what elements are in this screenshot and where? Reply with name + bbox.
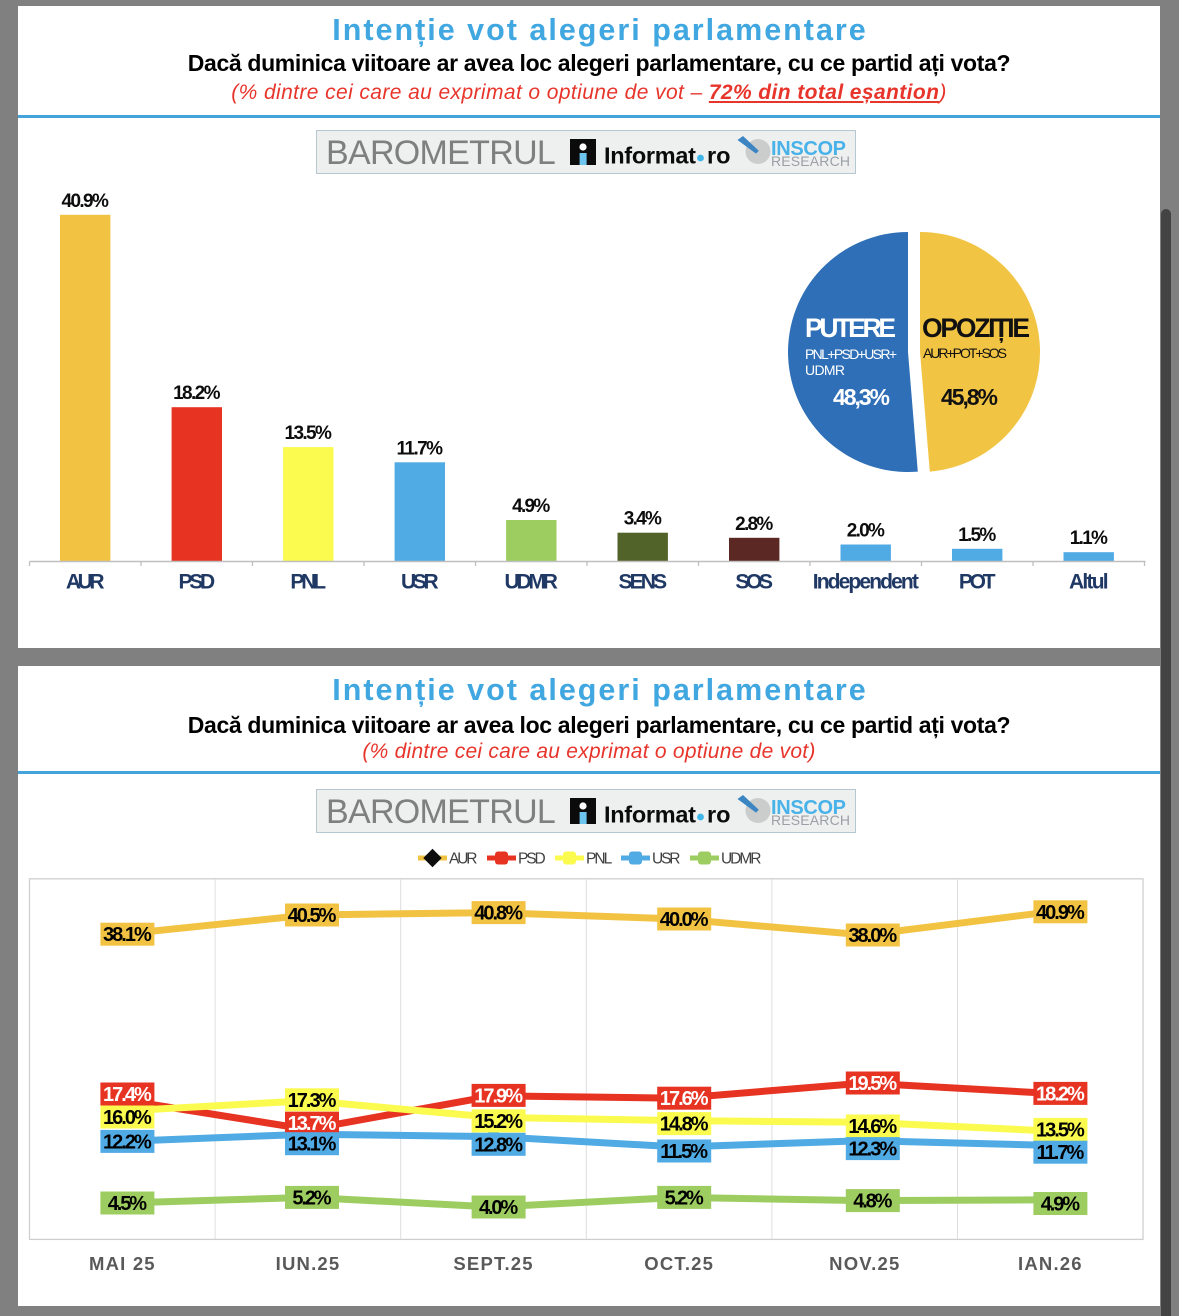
svg-text:NOV.25: NOV.25: [829, 1253, 900, 1274]
svg-text:40.9%: 40.9%: [62, 191, 109, 212]
svg-text:UDMR: UDMR: [721, 851, 761, 868]
svg-text:40.5%: 40.5%: [288, 905, 337, 927]
svg-text:RESEARCH: RESEARCH: [771, 812, 850, 828]
svg-text:SENS: SENS: [619, 571, 668, 594]
svg-text:INSCOP: INSCOP: [771, 138, 846, 160]
svg-text:IAN.26: IAN.26: [1018, 1253, 1083, 1274]
svg-text:OPOZIȚIE: OPOZIȚIE: [922, 313, 1030, 343]
svg-text:PNL: PNL: [586, 851, 613, 868]
svg-text:3.4%: 3.4%: [624, 509, 662, 530]
svg-text:17.6%: 17.6%: [660, 1088, 709, 1110]
svg-text:45,8%: 45,8%: [941, 384, 998, 410]
svg-text:OCT.25: OCT.25: [644, 1253, 714, 1274]
svg-text:12.3%: 12.3%: [848, 1139, 897, 1161]
svg-text:AUR: AUR: [66, 571, 105, 594]
svg-text:17.3%: 17.3%: [288, 1090, 337, 1112]
svg-text:Independent: Independent: [813, 571, 919, 594]
svg-text:PNL+PSD+USR+: PNL+PSD+USR+: [805, 346, 897, 362]
svg-text:15.2%: 15.2%: [474, 1111, 523, 1133]
svg-text:40.0%: 40.0%: [660, 909, 709, 931]
svg-text:4.5%: 4.5%: [108, 1193, 147, 1215]
svg-text:5.2%: 5.2%: [292, 1187, 331, 1209]
svg-text:PSD: PSD: [178, 571, 215, 594]
svg-text:13.5%: 13.5%: [285, 423, 332, 444]
svg-text:AUR: AUR: [449, 851, 478, 868]
svg-text:1.1%: 1.1%: [1070, 528, 1108, 549]
svg-text:17.4%: 17.4%: [103, 1084, 152, 1106]
svg-text:INSCOP: INSCOP: [771, 797, 846, 819]
svg-text:11.7%: 11.7%: [397, 438, 444, 459]
svg-text:5.2%: 5.2%: [665, 1187, 704, 1209]
svg-text:IUN.25: IUN.25: [276, 1253, 341, 1274]
svg-text:PSD: PSD: [518, 851, 546, 868]
svg-text:38.0%: 38.0%: [848, 925, 897, 947]
svg-text:4.9%: 4.9%: [1041, 1194, 1080, 1216]
svg-text:16.0%: 16.0%: [103, 1107, 152, 1129]
svg-text:40.8%: 40.8%: [474, 903, 523, 925]
svg-text:Informat: Informat: [604, 143, 696, 169]
svg-text:12.2%: 12.2%: [103, 1131, 152, 1153]
svg-text:18.2%: 18.2%: [1036, 1083, 1085, 1105]
svg-text:14.8%: 14.8%: [660, 1114, 709, 1136]
svg-text:RESEARCH: RESEARCH: [771, 153, 850, 169]
svg-text:48,3%: 48,3%: [833, 384, 890, 410]
svg-text:1.5%: 1.5%: [958, 525, 996, 546]
svg-text:ro: ro: [707, 143, 731, 169]
svg-text:AUR+POT+SOS: AUR+POT+SOS: [923, 345, 1007, 361]
svg-text:Informat: Informat: [604, 802, 696, 828]
svg-text:17.9%: 17.9%: [474, 1085, 523, 1107]
svg-text:13.7%: 13.7%: [288, 1113, 337, 1135]
svg-text:POT: POT: [959, 571, 996, 594]
svg-text:USR: USR: [652, 851, 681, 868]
svg-text:11.7%: 11.7%: [1037, 1142, 1085, 1164]
svg-text:4.8%: 4.8%: [853, 1191, 892, 1213]
svg-text:4.9%: 4.9%: [512, 496, 550, 517]
svg-text:USR: USR: [401, 571, 439, 594]
svg-text:13.5%: 13.5%: [1036, 1119, 1085, 1141]
svg-text:13.1%: 13.1%: [288, 1134, 337, 1156]
svg-text:4.0%: 4.0%: [479, 1197, 518, 1219]
svg-text:MAI 25: MAI 25: [89, 1253, 156, 1274]
svg-text:PNL: PNL: [290, 571, 326, 594]
svg-text:Altul: Altul: [1069, 571, 1109, 594]
svg-text:38.1%: 38.1%: [103, 924, 152, 946]
svg-text:ro: ro: [707, 802, 731, 828]
svg-text:2.0%: 2.0%: [847, 521, 885, 542]
svg-text:UDMR: UDMR: [504, 571, 558, 594]
svg-text:14.6%: 14.6%: [848, 1116, 897, 1138]
svg-text:SOS: SOS: [735, 571, 773, 594]
svg-text:2.8%: 2.8%: [735, 514, 773, 535]
svg-text:40.9%: 40.9%: [1036, 902, 1085, 924]
svg-text:19.5%: 19.5%: [848, 1073, 897, 1095]
svg-text:12.8%: 12.8%: [474, 1134, 523, 1156]
svg-text:18.2%: 18.2%: [173, 383, 220, 404]
svg-text:11.5%: 11.5%: [660, 1141, 708, 1163]
svg-text:PUTERE: PUTERE: [805, 313, 896, 343]
svg-text:SEPT.25: SEPT.25: [453, 1253, 533, 1274]
svg-text:UDMR: UDMR: [805, 362, 845, 378]
